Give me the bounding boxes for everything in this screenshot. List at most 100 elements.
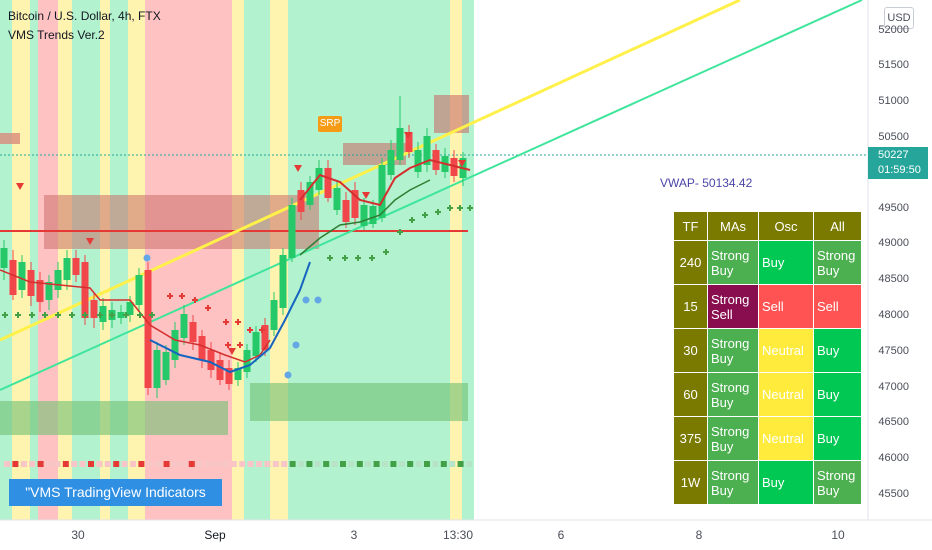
- trend-band: [208, 0, 232, 520]
- signal-square: [214, 461, 220, 467]
- signal-cell-mas: Strong Buy: [707, 240, 759, 285]
- signal-cell-osc: Sell: [758, 284, 814, 329]
- signal-square: [4, 461, 10, 467]
- x-tick: 6: [557, 528, 565, 542]
- trend-band: [100, 0, 110, 520]
- signal-cell-osc: Buy: [758, 240, 814, 285]
- signal-cell-all: Strong Buy: [813, 240, 862, 285]
- trend-background-bands: [0, 0, 474, 520]
- candle-body: [288, 205, 296, 258]
- y-tick: 46500: [878, 416, 909, 428]
- signal-square: [12, 461, 19, 467]
- candle-body: [117, 312, 125, 318]
- signal-square: [29, 461, 36, 467]
- candle-body: [423, 136, 431, 165]
- signal-cell-mas: Strong Buy: [707, 328, 759, 373]
- signal-square: [407, 461, 414, 467]
- candle-body: [27, 270, 35, 296]
- signal-square: [37, 461, 44, 467]
- signal-square: [298, 461, 304, 467]
- trend-band: [462, 0, 474, 520]
- candle-body: [234, 368, 242, 380]
- candle-body: [351, 190, 359, 218]
- signal-square: [130, 461, 136, 467]
- sell-triangle: [404, 132, 412, 139]
- signal-cell-mas: Strong Buy: [707, 416, 759, 461]
- y-tick: 48500: [878, 273, 909, 285]
- candle-body: [432, 150, 440, 170]
- candle-body: [162, 352, 170, 380]
- signal-cell-all: Buy: [813, 416, 862, 461]
- signal-square: [289, 461, 296, 467]
- signal-row: 60 Strong Buy Neutral Buy: [673, 372, 862, 417]
- signal-square: [146, 461, 153, 467]
- signal-square: [62, 461, 69, 467]
- signal-cell-tf: 30: [673, 328, 708, 373]
- currency-button[interactable]: USD: [884, 7, 914, 29]
- candle-body: [135, 275, 143, 305]
- x-tick: Sep: [204, 528, 226, 542]
- signal-cell-mas: Strong Sell: [707, 284, 759, 329]
- signal-square: [373, 461, 380, 467]
- candle-body: [18, 262, 26, 290]
- trend-band: [288, 0, 450, 520]
- trend-band: [128, 0, 145, 520]
- signal-cell-all: Buy: [813, 372, 862, 417]
- yellow-trend-line: [0, 0, 741, 342]
- indicator-banner[interactable]: "VMS TradingView Indicators: [9, 479, 222, 506]
- signal-square: [54, 461, 61, 467]
- last-price: 50227: [878, 149, 909, 161]
- signal-square: [96, 461, 103, 467]
- signal-square: [197, 461, 204, 467]
- trend-band: [244, 0, 270, 520]
- candle-body: [315, 168, 323, 190]
- y-tick: 49000: [878, 237, 909, 249]
- candle-body: [45, 282, 53, 300]
- signal-square: [331, 461, 338, 467]
- signal-square: [340, 461, 346, 467]
- trend-band: [12, 0, 30, 520]
- trend-band: [232, 0, 244, 520]
- signal-cell-mas: Strong Buy: [707, 460, 759, 505]
- signal-square: [256, 461, 262, 467]
- signal-square: [382, 461, 388, 467]
- signal-cell-all: Sell: [813, 284, 862, 329]
- signal-square: [272, 461, 279, 467]
- trend-band: [110, 0, 128, 520]
- signal-row: 240 Strong Buy Buy Strong Buy: [673, 240, 862, 285]
- signal-cell-all: Buy: [813, 328, 862, 373]
- candle-body: [0, 248, 8, 268]
- signal-square: [222, 461, 229, 467]
- bottom-signal-row: [4, 461, 472, 467]
- header-osc: Osc: [758, 211, 814, 241]
- sell-triangle: [228, 348, 236, 355]
- signal-markers: [2, 132, 473, 379]
- signal-cell-osc: Buy: [758, 460, 814, 505]
- signal-square: [348, 461, 355, 467]
- y-tick: 51000: [878, 95, 909, 107]
- signal-square: [365, 461, 372, 467]
- signal-square: [390, 461, 397, 467]
- candle-body: [270, 300, 278, 330]
- signal-square: [440, 461, 447, 467]
- signal-square: [432, 461, 439, 467]
- candle-body: [387, 150, 395, 175]
- candle-body: [153, 350, 161, 388]
- x-tick: 10: [831, 528, 845, 542]
- signal-row: 375 Strong Buy Neutral Buy: [673, 416, 862, 461]
- signal-cell-osc: Neutral: [758, 372, 814, 417]
- y-tick: 46000: [878, 452, 909, 464]
- y-tick: 51500: [878, 59, 909, 71]
- signal-row: 15 Strong Sell Sell Sell: [673, 284, 862, 329]
- signal-square: [466, 461, 472, 467]
- header-mas: MAs: [707, 211, 759, 241]
- indicator-title: VMS Trends Ver.2: [8, 28, 105, 42]
- signal-square: [247, 461, 254, 467]
- signal-square: [264, 461, 271, 467]
- signal-square: [449, 461, 456, 467]
- signal-square: [314, 461, 321, 467]
- header-tf: TF: [673, 211, 708, 241]
- candle-body: [360, 205, 368, 226]
- signal-square: [46, 461, 52, 467]
